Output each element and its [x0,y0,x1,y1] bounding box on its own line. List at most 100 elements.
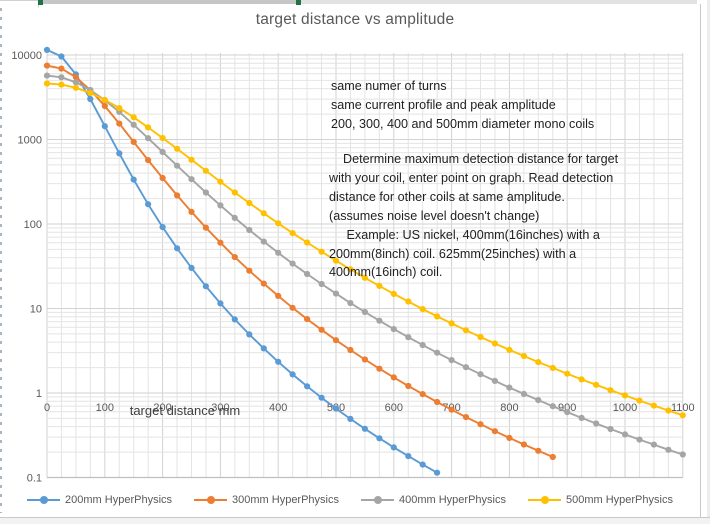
data-point-marker[interactable] [318,394,325,401]
legend-item-500mm[interactable]: 500mm HyperPhysics [527,494,673,506]
data-point-marker[interactable] [347,266,354,273]
data-point-marker[interactable] [361,356,368,363]
series-500mm[interactable] [43,80,686,419]
data-point-marker[interactable] [174,192,181,199]
data-point-marker[interactable] [202,189,209,196]
data-point-marker[interactable] [246,226,253,234]
annotation-setup-notes[interactable]: same numer of turns same current profile … [331,77,594,134]
data-point-marker[interactable] [289,371,296,378]
data-point-marker[interactable] [419,461,426,468]
data-point-marker[interactable] [491,428,498,435]
data-point-marker[interactable] [434,398,441,406]
data-point-marker[interactable] [361,425,368,432]
data-point-marker[interactable] [202,283,209,290]
data-point-marker[interactable] [679,451,686,458]
data-point-marker[interactable] [202,224,209,231]
data-point-marker[interactable] [231,316,238,323]
data-point-marker[interactable] [376,435,383,442]
data-point-marker[interactable] [361,274,368,281]
data-point-marker[interactable] [477,371,484,378]
data-point-marker[interactable] [462,364,470,371]
data-point-marker[interactable] [246,331,253,338]
data-point-marker[interactable] [159,148,166,156]
data-point-marker[interactable] [43,62,51,69]
data-point-marker[interactable] [58,81,65,88]
data-point-marker[interactable] [607,387,614,394]
data-point-marker[interactable] [145,124,152,131]
x-axis-title[interactable]: target distance mm [129,403,241,418]
data-point-marker[interactable] [621,431,629,438]
data-point-marker[interactable] [549,453,556,461]
data-point-marker[interactable] [174,162,181,169]
data-point-marker[interactable] [520,390,528,397]
data-point-marker[interactable] [593,420,600,427]
series-400mm[interactable] [43,72,686,458]
data-point-marker[interactable] [145,201,152,208]
data-point-marker[interactable] [87,89,94,97]
data-point-marker[interactable] [231,189,238,196]
data-point-marker[interactable] [491,377,498,384]
data-point-marker[interactable] [130,121,137,128]
data-point-marker[interactable] [578,376,585,383]
data-point-marker[interactable] [116,120,123,127]
data-point-marker[interactable] [593,381,600,388]
data-point-marker[interactable] [275,220,282,227]
data-point-marker[interactable] [549,403,556,410]
selection-handle-icon[interactable] [38,0,43,5]
data-point-marker[interactable] [246,199,253,207]
data-point-marker[interactable] [390,444,397,451]
data-point-marker[interactable] [159,134,166,142]
data-point-marker[interactable] [130,176,137,183]
data-point-marker[interactable] [332,257,340,264]
legend-item-200mm[interactable]: 200mm HyperPhysics [27,494,172,506]
data-point-marker[interactable] [231,254,238,261]
data-point-marker[interactable] [246,267,253,274]
data-point-marker[interactable] [448,406,455,413]
data-point-marker[interactable] [477,333,484,341]
legend-item-300mm[interactable]: 300mm HyperPhysics [194,494,339,506]
data-point-marker[interactable] [419,342,426,349]
data-point-marker[interactable] [679,412,686,419]
data-point-marker[interactable] [607,425,614,433]
data-point-marker[interactable] [376,365,383,372]
data-point-marker[interactable] [578,414,585,421]
data-point-marker[interactable] [621,392,629,399]
data-point-marker[interactable] [405,382,412,390]
data-point-marker[interactable] [434,313,441,320]
data-point-marker[interactable] [217,202,224,209]
data-point-marker[interactable] [650,402,658,409]
data-point-marker[interactable] [535,397,542,404]
data-point-marker[interactable] [347,300,354,307]
data-point-marker[interactable] [318,326,325,333]
series-200mm[interactable] [43,46,441,476]
data-point-marker[interactable] [43,72,51,79]
data-point-marker[interactable] [332,290,340,297]
data-point-marker[interactable] [448,320,455,327]
data-point-marker[interactable] [304,316,311,323]
data-point-marker[interactable] [174,145,181,152]
data-point-marker[interactable] [506,384,513,391]
data-point-marker[interactable] [376,282,383,289]
data-point-marker[interactable] [289,304,296,311]
data-point-marker[interactable] [231,214,238,221]
data-point-marker[interactable] [419,306,426,313]
data-point-marker[interactable] [462,327,470,334]
data-point-marker[interactable] [434,349,441,356]
data-point-marker[interactable] [304,383,311,390]
data-point-marker[interactable] [477,421,484,428]
data-point-marker[interactable] [419,391,426,398]
data-point-marker[interactable] [434,469,441,476]
data-point-marker[interactable] [43,80,51,87]
data-point-marker[interactable] [289,230,296,237]
data-point-marker[interactable] [650,441,658,448]
data-point-marker[interactable] [260,238,267,245]
data-point-marker[interactable] [130,138,137,145]
data-point-marker[interactable] [217,239,224,246]
data-point-marker[interactable] [405,334,412,341]
data-point-marker[interactable] [636,397,643,404]
data-point-marker[interactable] [665,446,672,453]
data-point-marker[interactable] [72,79,79,86]
data-point-marker[interactable] [72,84,79,91]
data-point-marker[interactable] [275,249,282,256]
